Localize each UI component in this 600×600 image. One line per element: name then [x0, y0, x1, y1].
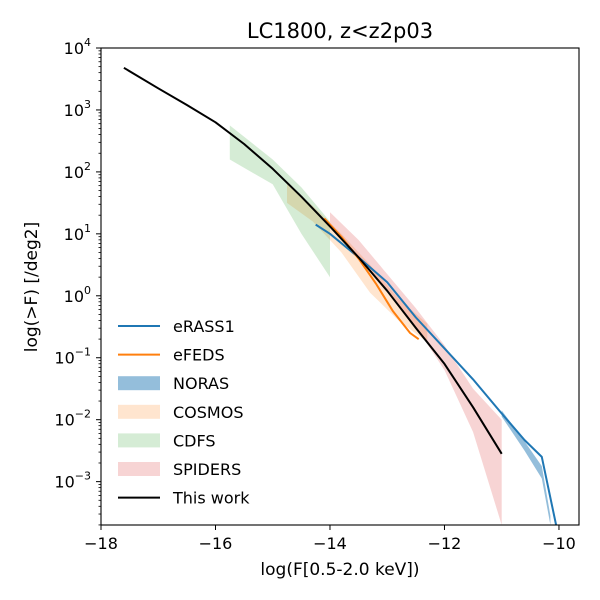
legend-label: CDFS	[173, 431, 216, 450]
x-tick-label: −12	[428, 534, 462, 553]
chart-title: LC1800, z<z2p03	[247, 19, 433, 43]
y-tick-exponent: 2	[84, 160, 91, 173]
legend-label: eRASS1	[173, 317, 235, 336]
y-tick-exponent: −1	[75, 346, 91, 359]
y-tick-exponent: 1	[84, 222, 91, 235]
legend-label: eFEDS	[173, 346, 225, 365]
band-noras	[501, 410, 551, 525]
y-tick-exponent: −3	[75, 470, 91, 483]
y-tick-base: 10	[64, 101, 84, 120]
legend-label: COSMOS	[173, 403, 243, 422]
y-tick-exponent: 0	[84, 284, 91, 297]
y-tick-label: 100	[64, 284, 91, 306]
y-tick-label: 103	[64, 98, 91, 120]
legend-label: This work	[172, 489, 250, 508]
y-tick-label: 102	[64, 160, 91, 182]
legend-label: SPIDERS	[173, 460, 241, 479]
legend-swatch	[118, 433, 160, 448]
y-tick-label: 10−1	[54, 346, 91, 368]
legend-swatch	[118, 376, 160, 391]
x-tick-label: −14	[313, 534, 347, 553]
y-tick-base: 10	[64, 225, 84, 244]
legend-label: NORAS	[173, 374, 229, 393]
legend-swatch	[118, 462, 160, 476]
y-tick-label: 10−2	[54, 408, 91, 430]
y-tick-label: 101	[64, 222, 91, 244]
x-tick-label: −16	[199, 534, 233, 553]
y-tick-base: 10	[64, 163, 84, 182]
band-cdfs	[229, 125, 330, 278]
plot-frame	[100, 47, 580, 526]
line-efeds	[323, 217, 420, 341]
band-cosmos	[287, 184, 428, 343]
y-tick-base: 10	[64, 287, 84, 306]
x-axis: −18 −16 −14 −12 −10	[84, 525, 576, 553]
line-layer	[123, 66, 558, 525]
y-tick-exponent: −2	[75, 408, 91, 421]
y-tick-base: 10	[64, 39, 84, 58]
y-tick-exponent: 3	[84, 98, 91, 111]
x-tick-label: −18	[84, 534, 118, 553]
y-tick-base: 10	[54, 411, 74, 430]
y-axis-label: log(>F) [/deg2]	[22, 222, 42, 352]
x-axis-label: log(F[0.5-2.0 keV])	[260, 560, 419, 580]
line-erass1	[315, 223, 558, 525]
y-tick-exponent: 4	[84, 36, 91, 49]
legend-swatch	[118, 404, 160, 419]
legend: eRASS1 eFEDS NORAS COSMOS CDFS SPIDERS This wo…	[118, 317, 250, 508]
y-tick-base: 10	[54, 473, 74, 492]
line-this-work	[123, 66, 503, 455]
y-tick-label: 104	[64, 36, 91, 58]
y-tick-label: 10−3	[54, 470, 91, 492]
y-tick-base: 10	[54, 349, 74, 368]
x-tick-label: −10	[542, 534, 576, 553]
